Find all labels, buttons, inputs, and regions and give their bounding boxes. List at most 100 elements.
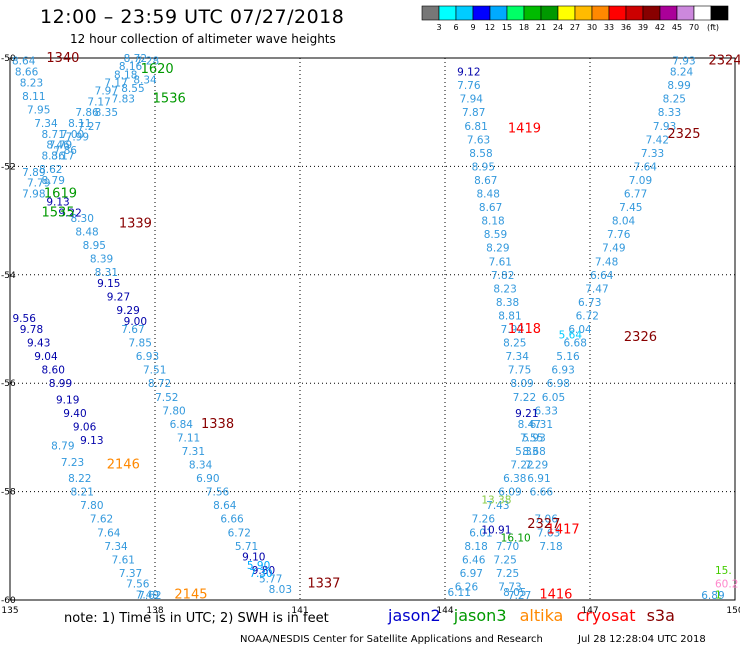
wave-height-value: 1 <box>715 590 722 602</box>
wave-height-value: 8.48 <box>477 189 500 201</box>
y-tick-label: -58 <box>1 488 16 498</box>
colorbar-swatch <box>591 5 610 21</box>
colorbar-tick-label: 70 <box>689 23 699 32</box>
wave-height-value: 7.75 <box>508 365 531 377</box>
wave-height-value: 7.22 <box>513 392 536 404</box>
colorbar-tick-label: 3 <box>436 23 441 32</box>
wave-height-value: 8.31 <box>95 267 118 279</box>
pass-id-label: 2145 <box>174 588 207 603</box>
wave-height-value: 7.92 <box>501 324 524 336</box>
wave-height-value: 7.25 <box>493 554 516 566</box>
wave-height-value: 6.72 <box>576 310 599 322</box>
wave-height-value: 5.77 <box>259 573 282 585</box>
x-tick-label: 147 <box>581 606 598 616</box>
wave-height-value: 6.66 <box>530 487 554 499</box>
wave-height-value: 9.04 <box>34 351 58 363</box>
wave-height-value: 7.22 <box>510 460 533 472</box>
wave-height-value: 9.10 <box>242 552 265 564</box>
wave-height-value: 8.25 <box>663 94 686 106</box>
wave-height-value: 9.27 <box>107 291 130 303</box>
wave-height-value: 15. <box>715 565 732 577</box>
wave-height-value: 8.34 <box>133 75 157 87</box>
colorbar-swatch <box>625 5 644 21</box>
wave-height-value: 8.29 <box>486 243 509 255</box>
wave-height-value: 8.21 <box>71 487 94 499</box>
wave-height-value: 8.60 <box>42 365 65 377</box>
page-subtitle: 12 hour collection of altimeter wave hei… <box>70 32 336 46</box>
wave-height-value: 6.73 <box>578 297 601 309</box>
wave-height-value: 7.29 <box>525 460 548 472</box>
wave-height-value: 9.19 <box>56 394 79 406</box>
wave-height-value: 9.40 <box>63 408 86 420</box>
wave-height-value: 8.03 <box>269 584 292 596</box>
wave-height-value: 9.13 <box>80 435 103 447</box>
wave-height-value: 6.38 <box>503 473 526 485</box>
wave-height-value: 6.91 <box>527 473 550 485</box>
wave-height-value: 7.94 <box>460 94 484 106</box>
y-tick-label: -52 <box>1 162 16 172</box>
colorbar-swatch <box>608 5 627 21</box>
wave-height-value: 7.70 <box>496 541 519 553</box>
wave-height-value: 6.04 <box>568 324 592 336</box>
wave-height-value: 8.18 <box>114 69 137 81</box>
wave-height-value: 7.76 <box>457 80 481 92</box>
wave-height-value: 9.15 <box>97 278 120 290</box>
pass-id-label: 1536 <box>153 92 186 107</box>
wave-height-value: 7.42 <box>646 134 669 146</box>
wave-height-value: 7.63 <box>467 134 490 146</box>
legend-jason3: jason3 <box>453 606 507 625</box>
wave-height-value: 6.77 <box>624 189 647 201</box>
wave-height-value: 7.76 <box>607 229 631 241</box>
pass-id-label: 1339 <box>119 216 152 231</box>
colorbar-swatch <box>489 5 508 21</box>
wave-height-value: 7.82 <box>491 270 514 282</box>
wave-height-value: 6.31 <box>530 419 553 431</box>
wave-height-value: 6.68 <box>564 338 587 350</box>
wave-height-value: 8.35 <box>95 107 118 119</box>
wave-height-value: 7.62 <box>138 590 161 602</box>
wave-height-value: 8.16 <box>119 61 143 73</box>
wave-height-value: 8.23 <box>493 283 516 295</box>
wave-height-value: 7.83 <box>112 94 135 106</box>
colorbar-swatch <box>472 5 491 21</box>
wave-height-value: 9.21 <box>515 408 538 420</box>
pass-id-label: 2324 <box>709 54 740 69</box>
wave-height-points: 8.648.668.238.117.957.348.718.468.177.89… <box>12 51 740 603</box>
wave-height-value: 7.28 <box>136 56 159 68</box>
pass-id-label: 2146 <box>107 458 140 473</box>
colorbar: 3 6 9 12 15 18 21 24 27 30 33 36 39 42 45 70 (ft) <box>421 5 729 32</box>
wave-height-value: 7.45 <box>619 202 642 214</box>
colorbar-swatch <box>455 5 474 21</box>
wave-height-value: 8.67 <box>474 175 497 187</box>
pass-id-label: 2325 <box>667 127 700 142</box>
wave-height-value: 7.11 <box>177 432 200 444</box>
wave-height-value: 7.56 <box>206 487 230 499</box>
wave-height-value: 9.78 <box>20 324 43 336</box>
wave-height-value: 8.79 <box>42 175 65 187</box>
wave-height-value: 7.09 <box>629 175 652 187</box>
wave-height-value: 7.67 <box>121 324 144 336</box>
colorbar-tick-label: 39 <box>638 23 648 32</box>
wave-height-value: 13.38 <box>481 495 511 507</box>
wave-height-value: 8.95 <box>472 161 495 173</box>
wave-height-value: 8.09 <box>510 378 533 390</box>
colorbar-swatch <box>710 5 729 21</box>
wave-height-value: 7.47 <box>585 283 608 295</box>
credit-line: NOAA/NESDIS Center for Satellite Applica… <box>240 634 543 645</box>
wave-height-value: 7.86 <box>75 107 99 119</box>
wave-height-value: 8.33 <box>658 107 681 119</box>
wave-height-value: 7.86 <box>54 145 78 157</box>
wave-height-value: 8.18 <box>464 541 487 553</box>
pass-id-label: 1620 <box>141 62 174 77</box>
x-tick-label: 144 <box>436 606 453 616</box>
colorbar-swatch <box>438 5 457 21</box>
wave-height-value: 7.93 <box>653 121 676 133</box>
wave-height-value: 7.85 <box>129 338 152 350</box>
x-tick-label: 135 <box>1 606 18 616</box>
x-tick-label: 141 <box>291 606 308 616</box>
colorbar-swatch <box>659 5 678 21</box>
wave-height-value: 7.00 <box>61 129 84 141</box>
colorbar-tick-label: 30 <box>587 23 597 32</box>
wave-height-value: 7.37 <box>119 568 142 580</box>
wave-height-value: 8.24 <box>670 67 694 79</box>
